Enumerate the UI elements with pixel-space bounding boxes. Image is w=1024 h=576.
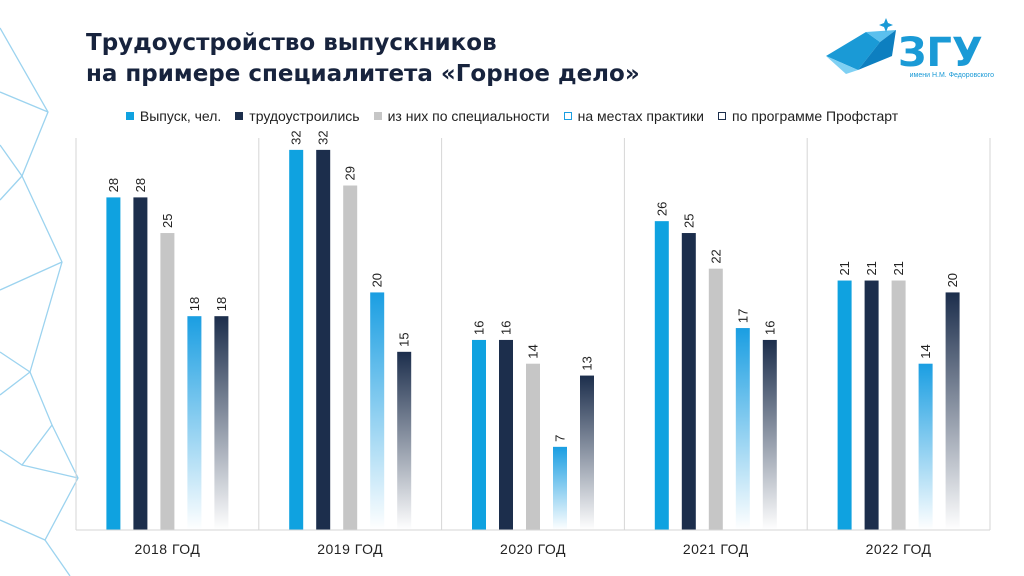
bar: [918, 363, 933, 530]
data-label: 20: [370, 273, 385, 287]
bar: [837, 280, 852, 530]
bar: [580, 375, 594, 530]
bar: [864, 280, 879, 530]
bar: [526, 363, 540, 530]
data-label: 7: [553, 435, 568, 442]
bar: [316, 149, 331, 530]
bar: [472, 339, 486, 530]
x-tick-label: 2022 ГОД: [866, 541, 932, 557]
data-label: 16: [499, 320, 514, 334]
data-label: 13: [580, 356, 595, 370]
legend-swatch: [235, 112, 244, 120]
diamond-logo-icon: ЗГУ: [826, 18, 983, 76]
bar: [553, 446, 567, 530]
page-title: Трудоустройство выпускников на примере с…: [86, 28, 640, 90]
bar: [343, 185, 358, 531]
bar: [106, 197, 121, 531]
data-label: 21: [891, 261, 906, 275]
bar: [762, 339, 777, 530]
bar: [891, 280, 906, 530]
legend-label: из них по специальности: [387, 108, 550, 124]
logo-subtitle: имени Н.М. Федоровского: [909, 72, 994, 79]
bar: [681, 233, 696, 530]
x-tick-label: 2019 ГОД: [317, 541, 383, 557]
bar: [945, 292, 960, 530]
bar: [133, 197, 148, 531]
bar: [214, 316, 229, 530]
legend-label: по программе Профстарт: [732, 108, 899, 124]
data-label: 21: [864, 261, 879, 275]
bar: [499, 339, 513, 530]
data-label: 16: [472, 320, 487, 334]
bar: [708, 268, 723, 530]
legend-label: трудоустроились: [249, 108, 360, 124]
data-label: 29: [343, 166, 358, 180]
data-label: 21: [837, 261, 852, 275]
data-label: 14: [918, 344, 933, 358]
bar: [187, 316, 202, 530]
title-line-1: Трудоустройство выпускников: [86, 30, 497, 56]
legend-swatch: [125, 112, 134, 120]
bar: [735, 328, 750, 530]
legend-item: на местах практики: [563, 108, 705, 124]
x-tick-label: 2018 ГОД: [134, 541, 200, 557]
legend-item: по программе Профстарт: [718, 108, 898, 124]
x-tick-label: 2020 ГОД: [500, 541, 566, 557]
legend-swatch: [718, 112, 727, 120]
bar: [289, 149, 304, 530]
data-label: 15: [397, 332, 412, 346]
data-label: 32: [289, 130, 304, 144]
data-label: 18: [187, 297, 202, 311]
data-label: 32: [316, 130, 331, 144]
legend-label: на местах практики: [577, 108, 705, 124]
data-label: 26: [654, 202, 669, 216]
bar: [160, 233, 175, 530]
data-label: 28: [106, 178, 121, 192]
data-label: 18: [214, 297, 229, 311]
data-label: 22: [708, 249, 723, 263]
x-tick-label: 2021 ГОД: [683, 541, 749, 557]
data-label: 14: [526, 344, 541, 358]
bar: [654, 221, 669, 530]
legend-label: Выпуск, чел.: [139, 108, 222, 124]
legend-swatch: [373, 112, 382, 120]
chart-legend: Выпуск, чел. трудоустроились из них по спе…: [0, 108, 1024, 124]
legend-item: из них по специальности: [373, 108, 550, 124]
data-label: 25: [160, 214, 175, 228]
legend-swatch: [563, 112, 572, 120]
title-line-2: на примере специалитета «Горное дело»: [86, 61, 640, 87]
data-label: 20: [945, 273, 960, 287]
bar: [370, 292, 385, 530]
logo-mark: ЗГУ: [898, 30, 983, 76]
data-label: 16: [762, 320, 777, 334]
data-label: 28: [133, 178, 148, 192]
legend-item: трудоустроились: [235, 108, 360, 124]
legend-item: Выпуск, чел.: [125, 108, 222, 124]
data-label: 17: [735, 309, 750, 323]
bar: [397, 351, 412, 530]
data-label: 25: [681, 214, 696, 228]
geometric-background-decoration: [0, 27, 79, 576]
